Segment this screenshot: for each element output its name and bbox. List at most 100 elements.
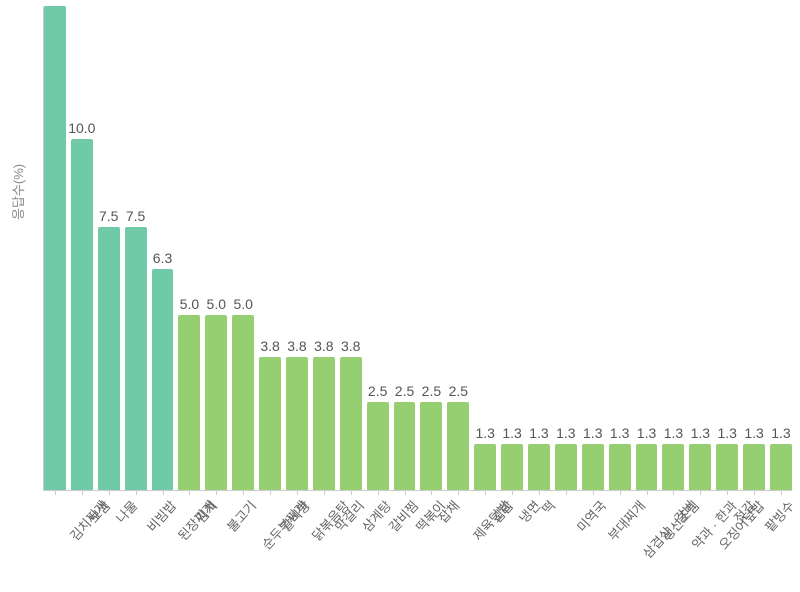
- x-tick: [367, 490, 389, 491]
- x-tick: [689, 490, 711, 491]
- x-tick: [662, 490, 684, 491]
- category-label-wrap: 떡: [528, 494, 550, 584]
- bar-value-label: 1.3: [475, 426, 494, 440]
- bar-value-label: 1.3: [717, 426, 736, 440]
- bar-column: 1.3: [689, 426, 711, 490]
- category-label-wrap: 팥빙수: [743, 494, 765, 584]
- x-tick: [528, 490, 550, 491]
- bar: [205, 315, 227, 490]
- category-label-wrap: 삼겹살 · 갈비: [609, 494, 631, 584]
- bar-value-label: 5.0: [180, 297, 199, 311]
- bar-column: 7.5: [125, 209, 147, 490]
- bar-value-label: 1.3: [502, 426, 521, 440]
- category-label-wrap: 비빔밥: [125, 494, 147, 584]
- bar-column: 3.8: [313, 339, 335, 490]
- bar: [743, 444, 765, 490]
- x-tick: [286, 490, 308, 491]
- x-tick: [447, 490, 469, 491]
- bar: [609, 444, 631, 490]
- category-label-wrap: 잡채: [420, 494, 442, 584]
- bar: [367, 402, 389, 490]
- x-tick: [125, 490, 147, 491]
- bar-column: 2.5: [447, 384, 469, 490]
- category-label-wrap: 제육덮밥: [447, 494, 469, 584]
- bar-value-label: 5.0: [207, 297, 226, 311]
- x-tick: [98, 490, 120, 491]
- bar-value-label: 1.3: [771, 426, 790, 440]
- category-label-wrap: 삼계탕: [340, 494, 362, 584]
- category-label-wrap: 젓갈: [716, 494, 738, 584]
- category-label-wrap: 떡볶이: [394, 494, 416, 584]
- category-label-wrap: 갈비탕: [259, 494, 281, 584]
- bar-value-label: 2.5: [449, 384, 468, 398]
- bar-column: 1.3: [716, 426, 738, 490]
- bar: [689, 444, 711, 490]
- x-tick: [340, 490, 362, 491]
- bar: [44, 6, 66, 490]
- bar-column: 1.3: [662, 426, 684, 490]
- x-tick: [152, 490, 174, 491]
- category-label-wrap: 김치찌개: [44, 494, 66, 584]
- bar: [286, 357, 308, 490]
- bar-value-label: 3.8: [314, 339, 333, 353]
- bar-column: 1.3: [555, 426, 577, 490]
- x-tick: [609, 490, 631, 491]
- bar-value-label: 1.3: [664, 426, 683, 440]
- x-tick: [420, 490, 442, 491]
- category-label-wrap: 불고기: [205, 494, 227, 584]
- x-tick: [474, 490, 496, 491]
- x-tick: [636, 490, 658, 491]
- bar: [528, 444, 550, 490]
- category-label-wrap: 미역국: [555, 494, 577, 584]
- bar-chart: 응답수(%) 13.810.07.57.56.35.05.05.03.83.83…: [6, 0, 800, 592]
- bar: [662, 444, 684, 490]
- bar-value-label: 6.3: [153, 251, 172, 265]
- bar: [501, 444, 523, 490]
- category-label-wrap: 보쌈: [71, 494, 93, 584]
- bar: [340, 357, 362, 490]
- x-axis-ticks: [44, 490, 792, 491]
- bar-value-label: 2.5: [368, 384, 387, 398]
- bar-value-label: 1.3: [529, 426, 548, 440]
- bar-value-label: 3.8: [287, 339, 306, 353]
- bar-column: 7.5: [98, 209, 120, 490]
- bar-column: 1.3: [743, 426, 765, 490]
- bar-column: 1.3: [528, 426, 550, 490]
- x-axis-labels: 김치찌개보쌈나물비빔밥된장찌개김치불고기순두부찌개갈비탕닭볶음탕막걸리삼계탕갈비…: [44, 494, 792, 584]
- bar-value-label: 1.3: [691, 426, 710, 440]
- bar-column: 10.0: [71, 121, 93, 490]
- bar-value-label: 1.3: [744, 426, 763, 440]
- bar-column: 5.0: [205, 297, 227, 490]
- bar-column: 2.5: [420, 384, 442, 490]
- x-tick: [178, 490, 200, 491]
- bar-value-label: 1.3: [556, 426, 575, 440]
- bar: [152, 269, 174, 490]
- category-label-wrap: 생선조림: [636, 494, 658, 584]
- category-label-wrap: 해물파전 · 전: [770, 494, 792, 584]
- bar: [420, 402, 442, 490]
- bar-column: 3.8: [259, 339, 281, 490]
- bar-column: 5.0: [178, 297, 200, 490]
- bar-column: 2.5: [394, 384, 416, 490]
- bar-column: 1.3: [474, 426, 496, 490]
- bar-column: 1.3: [582, 426, 604, 490]
- category-label-wrap: 갈비찜: [367, 494, 389, 584]
- bar: [98, 227, 120, 490]
- category-label-wrap: 약과 · 한과: [662, 494, 684, 584]
- bar: [636, 444, 658, 490]
- bar-column: 13.8: [44, 0, 66, 490]
- x-tick: [716, 490, 738, 491]
- bar-column: 5.0: [232, 297, 254, 490]
- bar: [770, 444, 792, 490]
- bar-column: 1.3: [501, 426, 523, 490]
- category-label-wrap: 냉면: [501, 494, 523, 584]
- bar-value-label: 3.8: [341, 339, 360, 353]
- bar-value-label: 1.3: [583, 426, 602, 440]
- bar: [582, 444, 604, 490]
- bar: [313, 357, 335, 490]
- bar-value-label: 2.5: [395, 384, 414, 398]
- x-tick: [582, 490, 604, 491]
- category-label-wrap: 김밥: [474, 494, 496, 584]
- x-tick: [555, 490, 577, 491]
- x-tick: [501, 490, 523, 491]
